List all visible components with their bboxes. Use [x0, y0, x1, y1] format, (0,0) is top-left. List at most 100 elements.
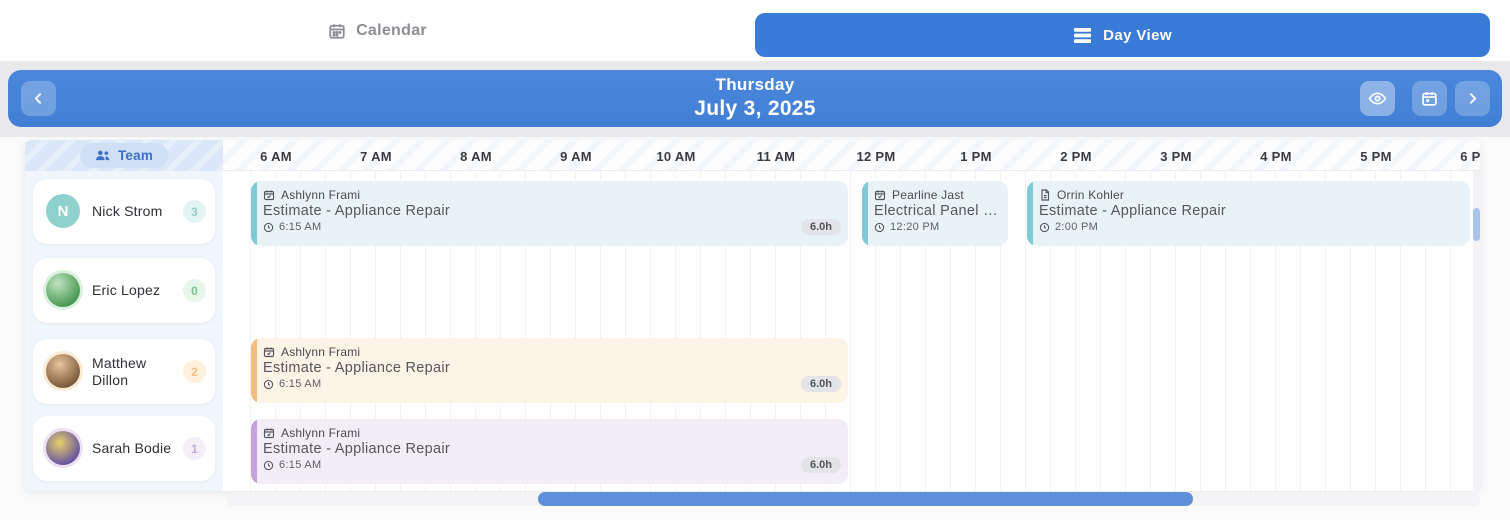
vertical-scrollbar-thumb[interactable]	[1473, 208, 1480, 241]
event-title: Estimate - Appliance Repair	[1039, 203, 1227, 219]
grid-line	[1075, 171, 1076, 491]
grid-line	[925, 171, 926, 491]
avatar	[46, 431, 80, 465]
eye-icon	[1368, 92, 1387, 105]
clock-icon	[263, 379, 274, 390]
event-calendar-icon	[263, 189, 275, 201]
hour-label: 5 PM	[1360, 149, 1392, 164]
event-duration-badge: 6.0h	[800, 219, 841, 235]
team-member-sarah-bodie[interactable]: Sarah Bodie 1	[33, 416, 215, 481]
grid-line	[1375, 171, 1376, 491]
member-name: Nick Strom	[92, 203, 163, 220]
date-label: July 3, 2025	[694, 97, 816, 120]
hour-label: 2 PM	[1060, 149, 1092, 164]
team-icon	[95, 149, 111, 162]
avatar	[46, 354, 80, 388]
schedule-board: Team 6 AM 7 AM 8 AM 9 AM 10 AM 11 AM 12 PM 1 PM…	[25, 140, 1480, 491]
clock-icon	[263, 222, 274, 233]
day-view-label: Day View	[1103, 26, 1172, 44]
grid-line	[950, 171, 951, 491]
calendar-picker-icon	[1422, 92, 1437, 106]
event-contact: Orrin Kohler	[1057, 188, 1125, 202]
grid-line	[350, 171, 351, 491]
visibility-toggle-button[interactable]	[1360, 81, 1395, 116]
job-count-badge: 1	[183, 437, 206, 460]
date-title: Thursday July 3, 2025	[8, 75, 1502, 121]
grid-line	[1175, 171, 1176, 491]
calendar-tab-label: Calendar	[356, 21, 427, 39]
grid-line	[1275, 171, 1276, 491]
hour-label: 7 AM	[360, 149, 392, 164]
event-time: 6:15 AM	[279, 459, 322, 471]
grid-line	[825, 171, 826, 491]
event-calendar-icon	[263, 346, 275, 358]
grid-line	[1250, 171, 1251, 491]
event-contact: Ashlynn Frami	[281, 345, 361, 359]
event-contact: Ashlynn Frami	[281, 188, 361, 202]
hour-label: 10 AM	[656, 149, 696, 164]
event-contact: Ashlynn Frami	[281, 426, 361, 440]
event-estimate-appliance-repair-purple[interactable]: Ashlynn Frami Estimate - Appliance Repai…	[251, 419, 848, 484]
team-member-eric-lopez[interactable]: Eric Lopez 0	[33, 258, 215, 323]
event-title: Estimate - Appliance Repair	[263, 360, 451, 376]
event-time: 6:15 AM	[279, 221, 322, 233]
calendar-tab[interactable]: Calendar	[0, 0, 755, 61]
event-estimate-appliance-repair-orange[interactable]: Ashlynn Frami Estimate - Appliance Repai…	[251, 338, 848, 403]
grid-line	[625, 171, 626, 491]
event-electrical-panel[interactable]: Pearline Jast Electrical Panel U... 12:2…	[862, 181, 1008, 246]
grid-line	[1350, 171, 1351, 491]
grid-line	[600, 171, 601, 491]
event-estimate-appliance-repair-orrin[interactable]: Orrin Kohler Estimate - Appliance Repair…	[1027, 181, 1470, 246]
grid-line	[300, 171, 301, 491]
schedule-grid: Ashlynn Frami Estimate - Appliance Repai…	[223, 171, 1480, 491]
grid-line	[1125, 171, 1126, 491]
hour-label: 11 AM	[756, 149, 796, 164]
member-name: Matthew Dillon	[92, 355, 147, 388]
grid-line	[500, 171, 501, 491]
event-estimate-appliance-repair[interactable]: Ashlynn Frami Estimate - Appliance Repai…	[251, 181, 848, 246]
grid-line	[975, 171, 976, 491]
grid-line	[1425, 171, 1426, 491]
grid-line	[1150, 171, 1151, 491]
hour-label: 3 PM	[1160, 149, 1192, 164]
day-view-button[interactable]: Day View	[755, 13, 1490, 57]
team-member-nick-strom[interactable]: N Nick Strom 3	[33, 179, 215, 244]
grid-line	[675, 171, 676, 491]
horizontal-scrollbar-thumb[interactable]	[538, 492, 1193, 506]
grid-line	[475, 171, 476, 491]
grid-line	[700, 171, 701, 491]
grid-line	[450, 171, 451, 491]
grid-line	[1100, 171, 1101, 491]
next-day-button[interactable]	[1455, 81, 1490, 116]
grid-line	[1300, 171, 1301, 491]
event-file-icon	[1039, 189, 1051, 201]
grid-line	[1450, 171, 1451, 491]
grid-line	[1000, 171, 1001, 491]
vertical-scrollbar[interactable]	[1473, 171, 1480, 491]
team-member-matthew-dillon[interactable]: Matthew Dillon 2	[33, 339, 215, 404]
grid-line	[725, 171, 726, 491]
calendar-icon	[328, 22, 346, 40]
previous-day-button[interactable]	[21, 81, 56, 116]
job-count-badge: 2	[183, 360, 206, 383]
avatar: N	[46, 194, 80, 228]
grid-line	[850, 171, 851, 491]
avatar	[46, 273, 80, 307]
date-picker-button[interactable]	[1412, 81, 1447, 116]
team-list: N Nick Strom 3 Eric Lopez 0 Matthew Dill…	[25, 171, 223, 491]
team-column-header: Team	[25, 140, 223, 171]
horizontal-scrollbar[interactable]	[226, 492, 1480, 506]
job-count-badge: 3	[183, 200, 206, 223]
member-name: Sarah Bodie	[92, 440, 172, 457]
event-time: 12:20 PM	[890, 221, 940, 233]
grid-line	[1200, 171, 1201, 491]
top-bar: Calendar Day View	[0, 0, 1510, 61]
grid-line	[1225, 171, 1226, 491]
clock-icon	[1039, 222, 1050, 233]
grid-line	[1325, 171, 1326, 491]
team-button[interactable]: Team	[79, 143, 169, 168]
hour-label: 9 AM	[560, 149, 592, 164]
event-title: Estimate - Appliance Repair	[263, 441, 451, 457]
event-duration-badge: 6.0h	[800, 376, 841, 392]
hour-label: 12 PM	[856, 149, 896, 164]
